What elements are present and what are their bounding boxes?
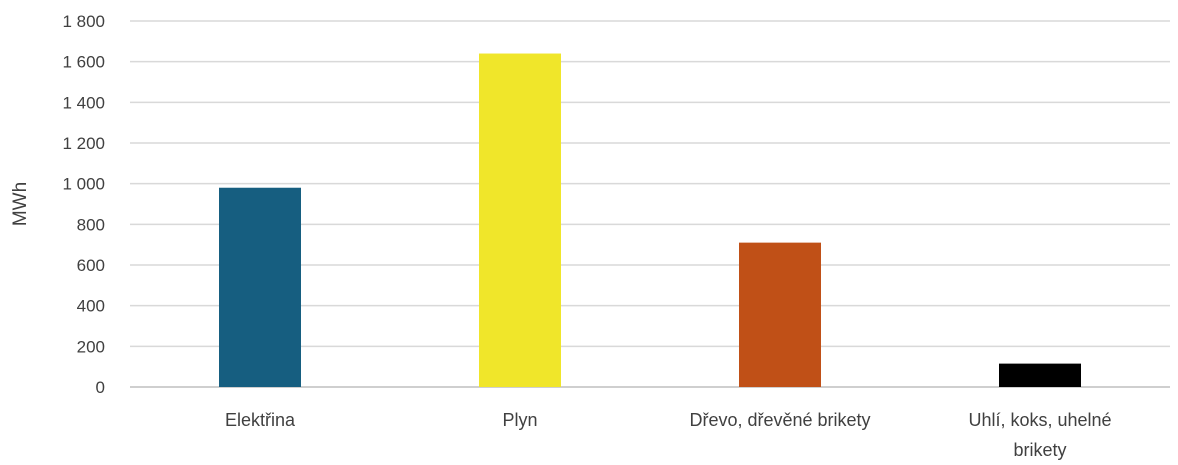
y-tick-label: 1 400 xyxy=(62,93,105,112)
bar xyxy=(479,53,561,388)
y-tick-label: 200 xyxy=(77,337,105,356)
y-tick-label: 1 200 xyxy=(62,134,105,153)
bars xyxy=(219,53,1081,388)
x-axis-ticks: Elektřina Plyn Dřevo, dřevěné brikety Uhlí,… xyxy=(225,410,1112,460)
y-tick-label: 400 xyxy=(77,297,105,316)
bar xyxy=(219,187,301,387)
x-tick-label: Uhlí, koks, uhelné xyxy=(968,410,1111,430)
x-tick-label: brikety xyxy=(1013,440,1066,460)
y-tick-label: 0 xyxy=(96,378,105,397)
y-tick-label: 1 800 xyxy=(62,12,105,31)
y-axis-ticks: 0 200 400 600 800 1 000 1 200 1 400 1 600 1 800 xyxy=(62,12,105,397)
x-tick-label: Elektřina xyxy=(225,410,296,430)
y-tick-label: 600 xyxy=(77,256,105,275)
y-tick-label: 1 000 xyxy=(62,175,105,194)
bar xyxy=(739,242,821,387)
gridlines xyxy=(130,20,1170,388)
y-tick-label: 1 600 xyxy=(62,53,105,72)
x-tick-label: Plyn xyxy=(502,410,537,430)
y-tick-label: 800 xyxy=(77,215,105,234)
x-tick-label: Dřevo, dřevěné brikety xyxy=(689,410,870,430)
y-axis-label: MWh xyxy=(10,182,31,226)
bar xyxy=(999,363,1081,387)
